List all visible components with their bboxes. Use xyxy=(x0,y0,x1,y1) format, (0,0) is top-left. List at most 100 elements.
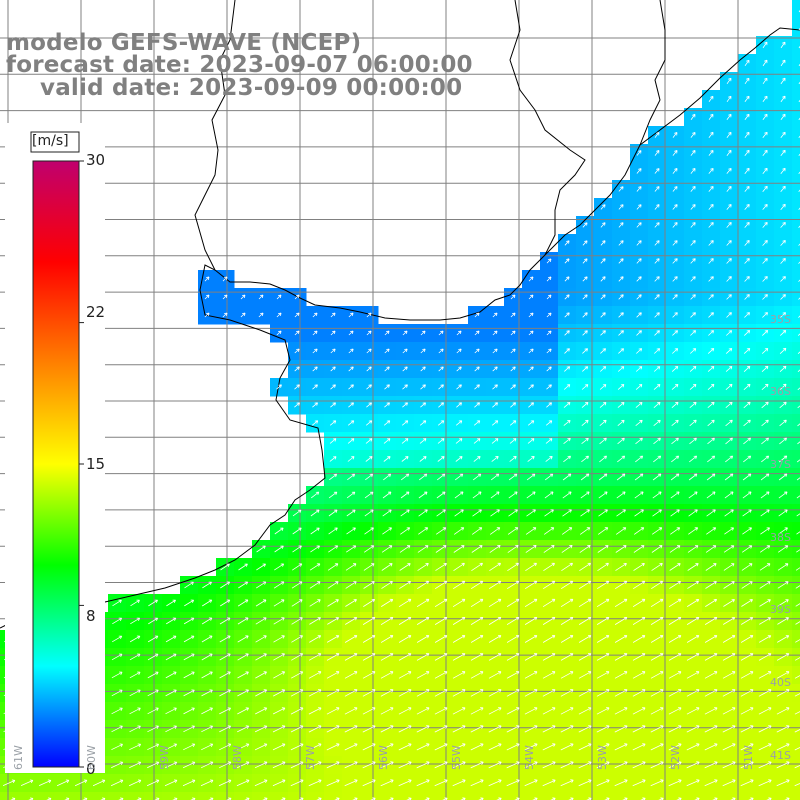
wind-arrow xyxy=(776,725,790,733)
wind-arrow xyxy=(759,599,771,607)
wind-arrow xyxy=(129,653,141,661)
wind-arrow xyxy=(708,258,714,264)
lon-label-55w: 55W xyxy=(450,745,463,770)
wind-arrow xyxy=(704,707,718,715)
wind-arrow xyxy=(616,473,626,481)
wind-cell xyxy=(792,180,800,199)
wind-arrow xyxy=(542,707,556,715)
wind-arrow xyxy=(472,491,482,499)
wind-arrow xyxy=(600,312,606,318)
wind-arrow xyxy=(308,779,322,787)
wind-arrow xyxy=(722,635,736,643)
wind-arrow xyxy=(344,725,358,733)
wind-arrow xyxy=(436,509,446,517)
wind-arrow xyxy=(560,671,574,679)
wind-arrow xyxy=(436,491,446,499)
wind-arrow xyxy=(543,527,555,535)
wind-arrow xyxy=(420,330,426,336)
wind-arrow xyxy=(687,563,699,571)
wind-arrow xyxy=(762,222,768,228)
wind-arrow xyxy=(380,617,394,625)
wind-arrow xyxy=(596,580,610,590)
wind-arrow xyxy=(744,294,750,300)
lon-label-60w: 60W xyxy=(85,745,98,770)
wind-arrow xyxy=(654,240,660,246)
wind-arrow xyxy=(147,725,159,733)
wind-arrow xyxy=(761,455,770,463)
wind-arrow xyxy=(327,617,340,625)
wind-arrow xyxy=(578,707,592,715)
wind-arrow xyxy=(596,707,610,715)
wind-arrow xyxy=(650,653,664,661)
wind-arrow xyxy=(348,366,354,372)
wind-arrow xyxy=(671,455,680,463)
wind-arrow xyxy=(669,581,681,589)
wind-arrow xyxy=(219,653,231,661)
wind-arrow xyxy=(780,330,787,336)
wind-arrow xyxy=(722,743,736,751)
wind-cell xyxy=(684,792,703,800)
wind-arrow xyxy=(434,635,448,643)
wind-arrow xyxy=(582,240,588,246)
wind-arrow xyxy=(758,689,772,697)
wind-arrow xyxy=(690,222,696,228)
wind-arrow xyxy=(617,384,625,390)
wind-arrow xyxy=(454,509,464,517)
wind-arrow xyxy=(183,707,195,715)
wind-arrow xyxy=(455,456,463,462)
wind-arrow xyxy=(636,348,643,354)
wind-arrow xyxy=(402,402,408,408)
wind-arrow xyxy=(470,580,484,590)
wind-arrow xyxy=(506,743,520,751)
wind-arrow xyxy=(365,438,373,444)
wind-arrow xyxy=(744,276,750,282)
wind-arrow xyxy=(310,527,320,535)
wind-arrow xyxy=(470,761,484,769)
wind-arrow xyxy=(524,635,538,643)
wind-arrow xyxy=(274,563,285,571)
wind-arrow xyxy=(326,635,340,643)
wind-cell xyxy=(792,306,800,325)
wind-arrow xyxy=(762,131,768,139)
wind-arrow xyxy=(778,527,788,535)
wind-arrow xyxy=(708,204,714,210)
wind-arrow xyxy=(672,294,678,300)
wind-arrow xyxy=(398,743,412,751)
wind-arrow xyxy=(309,599,321,607)
wind-arrow xyxy=(510,384,516,390)
wind-arrow xyxy=(255,671,267,679)
wind-arrow xyxy=(218,761,232,769)
lon-label-58w: 58W xyxy=(231,745,244,770)
wind-arrow xyxy=(740,725,754,733)
wind-arrow xyxy=(759,563,771,571)
wind-arrow xyxy=(636,276,642,282)
lon-label-57w: 57W xyxy=(304,745,317,770)
wind-arrow xyxy=(654,132,660,138)
wind-cell xyxy=(0,792,19,800)
wind-arrow xyxy=(798,279,800,282)
wind-arrow xyxy=(362,761,376,769)
wind-arrow xyxy=(434,689,448,697)
wind-arrow xyxy=(506,635,520,643)
wind-arrow xyxy=(564,330,570,336)
wind-arrow xyxy=(365,473,374,481)
wind-arrow xyxy=(309,617,321,625)
wind-cell xyxy=(414,792,433,800)
colorbar-unit-box xyxy=(30,131,80,153)
wind-arrow xyxy=(780,77,786,85)
wind-arrow xyxy=(506,707,520,715)
wind-arrow xyxy=(762,167,768,174)
wind-arrow xyxy=(147,761,160,769)
wind-arrow xyxy=(614,635,628,643)
wind-arrow xyxy=(797,405,800,409)
wind-arrow xyxy=(362,653,376,661)
wind-arrow xyxy=(668,689,682,697)
wind-arrow xyxy=(614,779,628,787)
wind-arrow xyxy=(452,707,466,715)
wind-arrow xyxy=(542,743,556,751)
wind-arrow xyxy=(650,725,664,733)
wind-arrow xyxy=(780,258,786,264)
wind-arrow xyxy=(111,761,124,769)
wind-cell xyxy=(792,702,800,721)
wind-arrow xyxy=(705,545,717,553)
